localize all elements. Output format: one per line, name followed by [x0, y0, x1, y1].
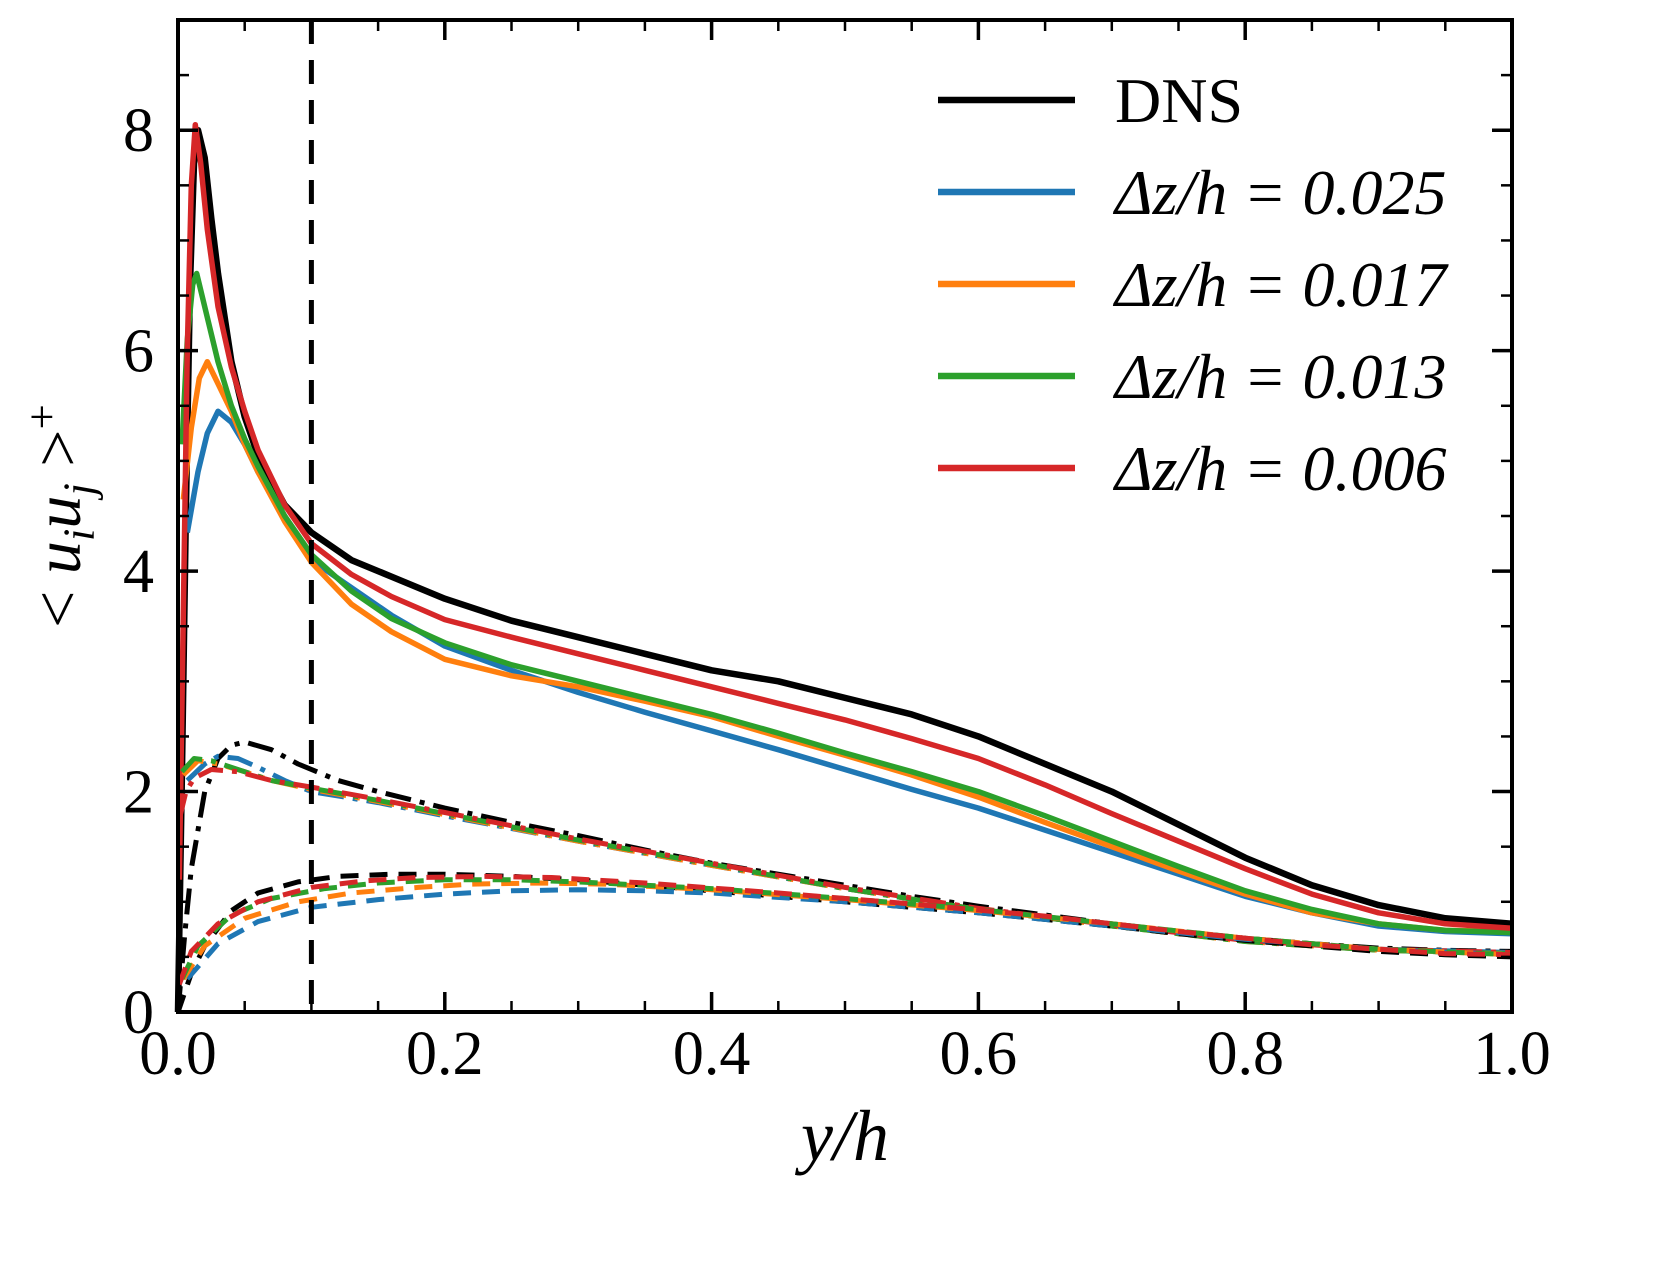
legend-label: Δz/h = 0.006 — [1112, 433, 1446, 504]
y-axis-label-part: j — [53, 483, 104, 496]
y-axis-label-part: > — [21, 429, 95, 484]
series-dz0006-solid — [176, 121, 1513, 931]
x-tick-label: 0.0 — [139, 1020, 217, 1088]
y-tick-label: 4 — [123, 538, 154, 606]
legend-entry: DNS — [938, 65, 1243, 136]
series-dz0013-dashed — [179, 877, 1513, 980]
x-tick-label: 0.6 — [940, 1020, 1018, 1088]
legend-label: Δz/h = 0.017 — [1112, 249, 1449, 320]
series-dns-solid — [174, 126, 1513, 1013]
y-axis-label-part: < — [21, 574, 95, 628]
series-dz0025-dashdot — [185, 753, 1513, 955]
series-dz0017-dashdot — [181, 758, 1513, 957]
y-axis-label-part: u — [21, 495, 95, 529]
legend-entry: Δz/h = 0.013 — [938, 341, 1446, 412]
series-dz0013-solid — [179, 270, 1513, 936]
series-dz0013-dashdot — [180, 756, 1513, 957]
legend: DNS Δz/h = 0.025 Δz/h = 0.017 Δz/h = 0.013 Δ… — [938, 65, 1449, 504]
series-dz0006-dashdot — [176, 767, 1513, 955]
legend-label: DNS — [1115, 65, 1243, 136]
x-tick-label: 0.4 — [673, 1020, 751, 1088]
y-tick-label: 0 — [123, 979, 154, 1047]
legend-entry: Δz/h = 0.017 — [938, 249, 1449, 320]
x-axis-label: y/h — [801, 1096, 889, 1176]
y-axis-label: < uiuj >+ — [15, 404, 104, 628]
series-dz0006-dashed — [176, 873, 1513, 986]
y-tick-label: 6 — [123, 318, 154, 386]
y-tick-label: 2 — [123, 759, 154, 827]
y-axis-label-part: i — [53, 528, 104, 542]
legend-entry: Δz/h = 0.006 — [938, 433, 1446, 504]
y-axis-label-part: + — [16, 404, 67, 430]
x-tick-label: 1.0 — [1473, 1020, 1551, 1088]
series-dz0017-solid — [180, 358, 1513, 935]
y-tick-label: 8 — [123, 97, 154, 165]
x-tick-label: 0.2 — [406, 1020, 484, 1088]
y-axis-label-part: u — [21, 541, 95, 575]
x-tick-label: 0.8 — [1206, 1020, 1284, 1088]
legend-label: Δz/h = 0.013 — [1112, 341, 1446, 412]
legend-entry: Δz/h = 0.025 — [938, 157, 1446, 228]
legend-label: Δz/h = 0.025 — [1112, 157, 1446, 228]
